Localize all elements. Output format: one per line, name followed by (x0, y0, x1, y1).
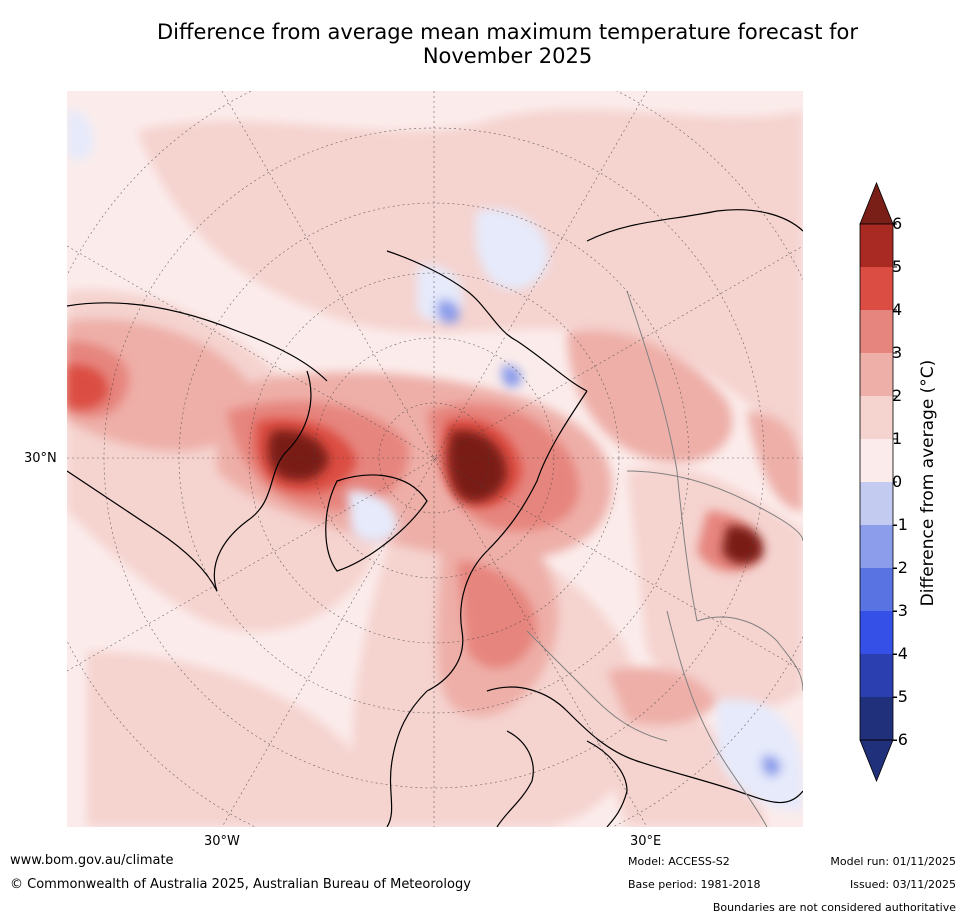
colorbar-cell (860, 611, 893, 654)
copyright-notice: © Commonwealth of Australia 2025, Austra… (10, 877, 471, 892)
coastlines (67, 209, 803, 827)
issued-date: Issued: 03/11/2025 (849, 878, 956, 891)
anomaly-band-above-5 (267, 430, 763, 565)
colorbar-cell (860, 310, 893, 353)
colorbar-cell (860, 654, 893, 697)
colorbar-tick-label: 6 (892, 214, 903, 233)
boundaries-disclaimer: Boundaries are not considered authoritat… (712, 901, 956, 914)
colorbar-cell (860, 482, 893, 525)
map-title-line1: Difference from average mean maximum tem… (157, 20, 858, 44)
colorbar-title: Difference from average (°C) (918, 359, 938, 607)
colorbar-tick-label: 1 (892, 429, 903, 448)
country-borders (526, 290, 803, 827)
colorbar-tick-label: -5 (892, 687, 908, 706)
colorbar-cell (860, 568, 893, 611)
colorbar-extend-below (859, 739, 894, 783)
colorbar-tick-label: 0 (892, 472, 903, 491)
map-title-line2: November 2025 (422, 44, 593, 68)
colorbar-tick-label: -6 (892, 730, 908, 749)
colorbar-cell (860, 525, 893, 568)
website-link[interactable]: www.bom.gov.au/climate (10, 853, 174, 868)
colorbar-tick-label: 3 (892, 343, 903, 362)
colorbar-tick-label: -2 (892, 558, 908, 577)
colorbar-cell (860, 224, 893, 267)
longitude-label-30e: 30°E (630, 834, 662, 849)
longitude-label-30w: 30°W (204, 834, 240, 849)
colorbar-cell (860, 267, 893, 310)
base-period: Base period: 1981-2018 (628, 878, 761, 891)
latitude-label-30n: 30°N (24, 451, 57, 466)
colorbar-tick-label: -4 (892, 644, 908, 663)
colorbar-cells (859, 181, 894, 783)
map-title: Difference from average mean maximum tem… (60, 20, 955, 68)
model-name: Model: ACCESS-S2 (628, 855, 730, 868)
colorbar-cell (860, 396, 893, 439)
model-run-date: Model run: 01/11/2025 (830, 855, 956, 868)
colorbar-tick-label: -3 (892, 601, 908, 620)
colorbar-tick-marks (893, 223, 897, 741)
colorbar-cell (860, 353, 893, 396)
colorbar-cell (860, 439, 893, 482)
colorbar-extend-above (859, 181, 894, 225)
colorbar-tick-label: 2 (892, 386, 903, 405)
colorbar-cell (860, 697, 893, 740)
colorbar-tick-label: -1 (892, 515, 908, 534)
colorbar-tick-label: 4 (892, 300, 903, 319)
colorbar-tick-label: 5 (892, 257, 903, 276)
temperature-anomaly-map (67, 91, 803, 827)
graticule (67, 91, 803, 827)
colorbar (859, 181, 897, 783)
